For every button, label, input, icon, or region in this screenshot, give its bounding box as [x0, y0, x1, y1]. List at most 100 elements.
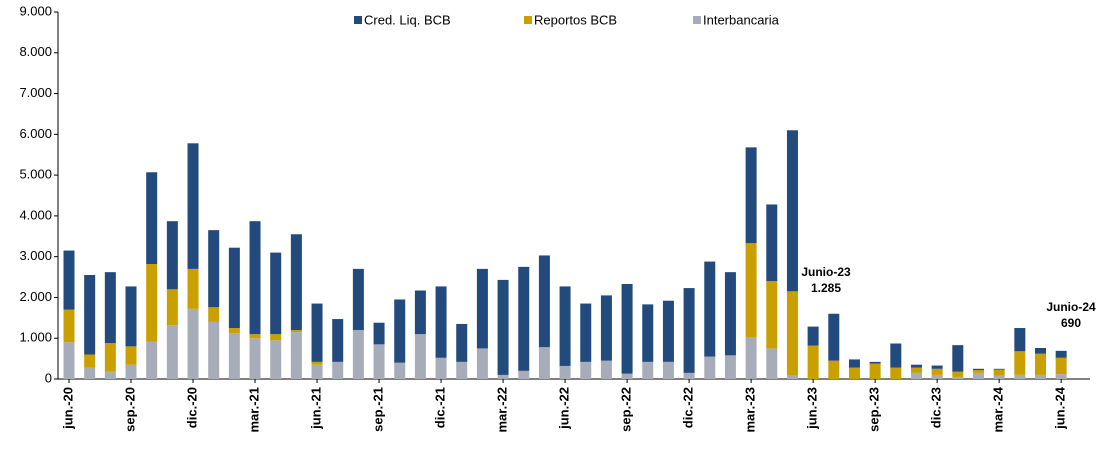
bar-segment: [146, 341, 158, 379]
bar-segment: [807, 345, 819, 379]
bar-segment: [704, 356, 716, 379]
x-tick-label: sep.-21: [370, 387, 385, 432]
bar-segment: [890, 367, 902, 379]
bar-segment: [724, 272, 736, 356]
bar-segment: [249, 221, 261, 335]
bar-segment: [352, 330, 364, 379]
bar-segment: [580, 303, 592, 362]
bar-segment: [642, 304, 654, 362]
annotation: 1.285: [811, 281, 841, 295]
bar-segment: [84, 367, 96, 379]
bar-segment: [683, 372, 695, 379]
bar-segment: [104, 343, 116, 372]
bar-segment: [890, 343, 902, 368]
bar-segment: [311, 364, 323, 379]
bar-segment: [228, 333, 240, 379]
bar-segment: [1034, 348, 1046, 354]
bar-segment: [538, 347, 550, 379]
bar-segment: [559, 365, 571, 379]
bar-segment: [786, 375, 798, 379]
bar-segment: [456, 323, 468, 362]
bar-segment: [621, 283, 633, 374]
bar-segment: [456, 361, 468, 379]
bar-segment: [766, 281, 778, 349]
x-tick-label: sep.-20: [122, 387, 137, 432]
bar-segment: [952, 376, 964, 379]
bar-segment: [538, 255, 550, 348]
bar-segment: [146, 264, 158, 342]
bar-segment: [848, 367, 860, 379]
bar-segment: [208, 230, 220, 308]
bar-segment: [497, 279, 509, 375]
x-tick-label: jun.-22: [557, 387, 572, 430]
bar-segment: [187, 268, 199, 309]
bar-segment: [63, 342, 75, 379]
x-tick-label: jun.-23: [805, 387, 820, 430]
bar-segment: [1055, 357, 1067, 375]
x-tick-label: dic.-21: [432, 387, 447, 428]
bar-segment: [910, 367, 922, 373]
x-tick-label: mar.-21: [246, 387, 261, 433]
bar-segment: [187, 308, 199, 379]
bar-segment: [125, 364, 137, 379]
y-tick-label: 3.000: [19, 248, 52, 263]
bar-segment: [208, 307, 220, 322]
bar-segment: [373, 322, 385, 345]
bar-segment: [84, 354, 96, 368]
bar-segment: [931, 374, 943, 379]
bar-segment: [600, 360, 612, 379]
bar-segment: [476, 268, 488, 349]
x-tick-label: jun.-20: [60, 387, 75, 430]
bar-segment: [910, 372, 922, 379]
bar-segment: [497, 374, 509, 379]
bar-segment: [1055, 350, 1067, 358]
bar-segment: [63, 309, 75, 343]
y-tick-label: 4.000: [19, 207, 52, 222]
y-tick-label: 2.000: [19, 289, 52, 304]
bar-segment: [166, 289, 178, 326]
bar-segment: [249, 334, 261, 339]
bar-segment: [910, 364, 922, 368]
bar-segment: [745, 147, 757, 244]
bar-segment: [807, 326, 819, 346]
bar-segment: [414, 334, 426, 379]
bar-segment: [600, 295, 612, 361]
annotation: Junio-23: [801, 265, 851, 279]
legend-label: Interbancaria: [703, 12, 780, 27]
bar-segment: [642, 361, 654, 379]
x-tick-label: mar.-22: [495, 387, 510, 433]
y-tick-label: 9.000: [19, 3, 52, 18]
y-tick-label: 0: [45, 370, 52, 385]
bar-segment: [828, 313, 840, 361]
bar-segment: [435, 357, 447, 379]
y-tick-label: 8.000: [19, 44, 52, 59]
x-tick-label: sep.-22: [619, 387, 634, 432]
bar-segment: [249, 338, 261, 379]
annotation: 690: [1061, 316, 1081, 330]
bar-segment: [146, 172, 158, 265]
bar-segment: [786, 130, 798, 292]
bar-segment: [972, 372, 984, 379]
bar-segment: [745, 337, 757, 379]
bar-segment: [786, 291, 798, 376]
bar-segment: [1034, 374, 1046, 379]
bar-segment: [662, 361, 674, 379]
bar-segment: [290, 330, 302, 333]
bar-segment: [63, 250, 75, 310]
legend-swatch: [693, 16, 701, 24]
bar-segment: [518, 370, 530, 379]
bar-segment: [828, 360, 840, 379]
bar-segment: [290, 332, 302, 379]
bar-segment: [1034, 353, 1046, 375]
bar-segment: [952, 345, 964, 372]
bar-segment: [621, 373, 633, 379]
bar-segment: [104, 272, 116, 344]
bar-segment: [352, 268, 364, 331]
legend-swatch: [524, 16, 532, 24]
bar-segment: [125, 346, 137, 365]
bar-segment: [580, 361, 592, 379]
legend-swatch: [354, 16, 362, 24]
bar-segment: [869, 363, 881, 379]
bar-segment: [270, 334, 282, 341]
